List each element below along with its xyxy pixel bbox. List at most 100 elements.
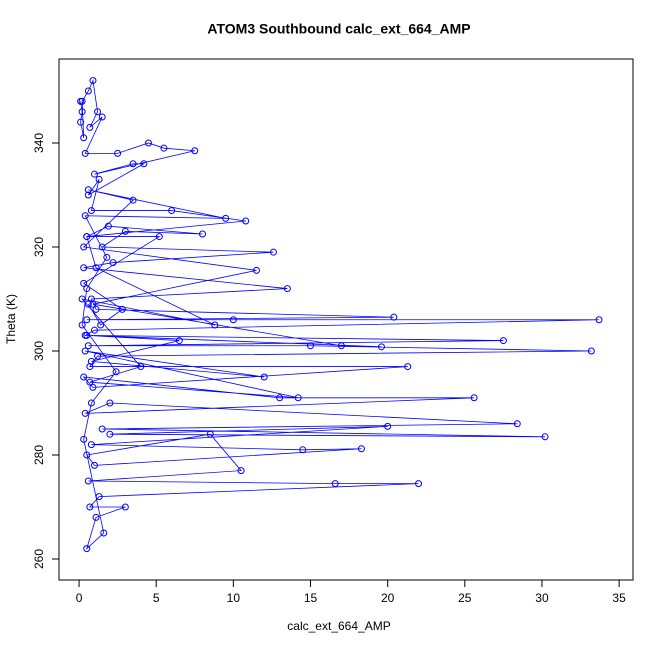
data-point [129,196,137,204]
data-point [499,337,507,345]
data-point [357,445,365,453]
data-point [81,409,89,417]
data-point [78,108,86,116]
data-point [97,321,105,329]
data-point [415,480,423,488]
data-point [92,305,100,313]
data-point [78,97,86,105]
data-point [211,321,219,329]
data-point [87,399,95,407]
data-point [260,373,268,381]
data-point [121,227,129,235]
data-point [104,222,112,230]
data-point [81,347,89,355]
data-point [595,316,603,324]
data-point [78,295,86,303]
data-point [587,347,595,355]
data-point [84,186,92,194]
data-point [95,493,103,501]
data-point [98,243,106,251]
data-point [114,149,122,157]
data-point [253,266,261,274]
data-point [86,503,94,511]
data-point [80,373,88,381]
data-point [87,441,95,449]
data-point [404,363,412,371]
data-point [144,139,152,147]
data-point [90,170,98,178]
data-point [84,300,92,308]
y-tick-label: 320 [32,237,46,257]
data-point [80,243,88,251]
data-point [269,248,277,256]
data-point [229,316,237,324]
data-point [87,357,95,365]
data-point [83,331,91,339]
data-point [513,420,521,428]
data-point [390,313,398,321]
data-point [98,113,106,121]
data-point [307,342,315,350]
x-tick-label: 5 [153,591,160,605]
data-point [84,87,92,95]
data-point [83,451,91,459]
data-point [137,363,145,371]
data-point [160,144,168,152]
chart-title: ATOM3 Southbound calc_ext_664_AMP [207,21,470,37]
data-point [294,394,302,402]
data-point [206,430,214,438]
data-point [106,430,114,438]
x-tick-label: 30 [535,591,549,605]
x-tick-label: 25 [458,591,472,605]
data-point [87,207,95,215]
data-point [242,217,250,225]
data-point [168,207,176,215]
data-point [78,321,86,329]
data-point [331,480,339,488]
data-point [155,233,163,241]
data-point [92,513,100,521]
x-axis-label: calc_ext_664_AMP [287,619,390,633]
data-point [283,285,291,293]
data-point [384,422,392,430]
data-point [92,264,100,272]
data-point [89,383,97,391]
data-point [80,435,88,443]
data-point [94,352,102,360]
data-point [83,285,91,293]
data-point [80,279,88,287]
data-point [83,545,91,553]
x-tick-label: 0 [76,591,83,605]
data-point [118,305,126,313]
data-point [83,233,91,241]
data-point [89,300,97,308]
data-point [121,503,129,511]
data-point [84,191,92,199]
data-point [83,316,91,324]
data-point [112,368,120,376]
data-point [191,147,199,155]
data-line [80,79,600,550]
data-point [237,467,245,475]
data-point [90,461,98,469]
x-tick-label: 15 [304,591,318,605]
data-point [90,326,98,334]
data-point [89,77,97,85]
data-point [80,134,88,142]
data-point [84,342,92,350]
data-point [84,477,92,485]
data-point [337,342,345,350]
x-tick-label: 20 [381,591,395,605]
data-point [100,529,108,537]
data-point [299,446,307,454]
data-point [470,394,478,402]
x-tick-label: 10 [227,591,241,605]
y-tick-label: 300 [32,341,46,361]
y-axis-label: Theta (K) [4,294,18,344]
data-point [103,253,111,261]
data-point [95,175,103,183]
data-point [276,394,284,402]
